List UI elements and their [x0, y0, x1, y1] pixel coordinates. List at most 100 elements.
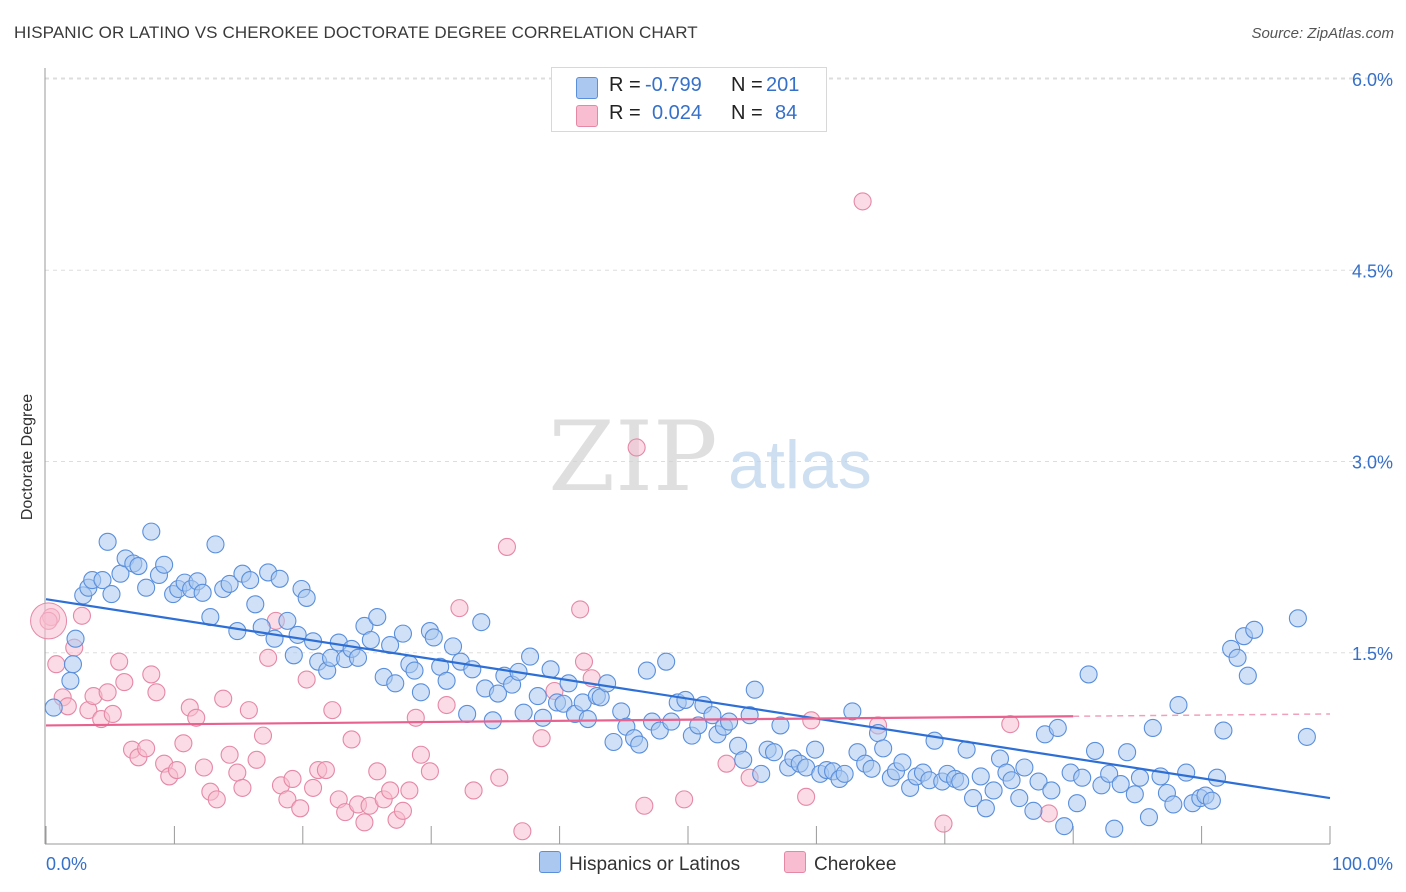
hispanic-point [1100, 764, 1119, 783]
cherokee-point [239, 701, 258, 720]
cherokee-point [411, 745, 430, 764]
cherokee-point [342, 730, 361, 749]
hispanic-point [1111, 775, 1130, 794]
r-value: 0.024 [652, 102, 703, 124]
hispanic-point [1202, 791, 1221, 810]
cherokee-point [490, 768, 509, 787]
hispanic-point [1029, 772, 1048, 791]
cherokee-point [110, 652, 129, 671]
hispanic-point [61, 671, 80, 690]
cherokee-point [247, 750, 266, 769]
hispanic-point [63, 655, 83, 674]
cherokee-point [368, 762, 387, 781]
cherokee-point [797, 787, 816, 806]
hispanic-point [976, 799, 995, 818]
hispanic-point [1073, 768, 1092, 787]
hispanic-trend-line [45, 598, 1331, 800]
hispanic-point [1079, 665, 1098, 684]
hispanic-point [193, 583, 212, 602]
cherokee-point [194, 758, 213, 777]
cherokee-point [450, 599, 469, 618]
cherokee-point [278, 790, 297, 809]
cherokee-point [316, 760, 335, 780]
hispanic-point [984, 781, 1003, 800]
cherokee-point [497, 537, 517, 556]
cherokee-point [47, 655, 66, 674]
cherokee-point [297, 670, 316, 689]
r-value: -0.799 [645, 74, 702, 96]
hispanic-point [734, 750, 753, 769]
hispanic-point [630, 735, 649, 754]
hispanic-point [1177, 763, 1196, 782]
cherokee-point [1039, 804, 1058, 823]
cherokee-point [103, 704, 122, 724]
hispanic-point [424, 628, 443, 647]
hispanic-point [137, 578, 156, 597]
hispanic-point [102, 585, 121, 604]
hispanic-point [1024, 801, 1043, 820]
hispanic-point [270, 569, 289, 588]
cherokee-point [400, 781, 419, 800]
hispanic-point [1010, 789, 1029, 808]
hispanic-point [1214, 721, 1233, 740]
hispanic-point [689, 716, 708, 735]
y-tick-label: 3.0% [1352, 453, 1393, 473]
hispanic-point [241, 571, 260, 590]
hispanic-point [458, 704, 477, 724]
n-label: N = [731, 74, 763, 96]
cherokee-point [220, 745, 239, 764]
cherokee-point [174, 734, 193, 753]
hispanic-point [1238, 666, 1257, 685]
hispanic-point [220, 574, 239, 593]
cherokee-trend-line [45, 715, 1074, 727]
hispanic-point [662, 712, 681, 731]
cherokee-point-large [30, 602, 68, 640]
hispanic-point [288, 625, 307, 644]
hispanic-point [98, 532, 117, 551]
legend-cherokee-label: Cherokee [814, 854, 897, 875]
hispanic-point [66, 629, 85, 648]
hispanic-point [1228, 648, 1247, 667]
hispanic-point [246, 595, 265, 614]
hispanic-point [835, 764, 854, 783]
hispanic-point [206, 535, 225, 554]
hispanic-point [348, 648, 368, 667]
hispanic-point [951, 772, 970, 791]
cherokee-point [259, 648, 278, 667]
cherokee-point [464, 781, 483, 800]
hispanic-point [393, 624, 413, 643]
hispanic-point [1002, 771, 1021, 790]
cherokee-point [571, 600, 590, 619]
cherokee-point [233, 778, 252, 797]
r-label: R = [609, 74, 641, 96]
hispanic-point [386, 674, 405, 693]
cherokee-point [323, 701, 342, 720]
hispanic-point [745, 680, 764, 699]
hispanic-point [637, 661, 656, 680]
hispanic-point [1048, 718, 1067, 738]
cherokee-point [532, 729, 551, 748]
cherokee-point [513, 822, 532, 841]
cherokee-point [142, 665, 161, 684]
cherokee-point [304, 778, 323, 797]
y-tick-label: 1.5% [1352, 644, 1393, 664]
hispanic-point [1207, 768, 1227, 787]
hispanic-point [1169, 695, 1188, 715]
x-tick-label: 100.0% [1332, 854, 1393, 874]
hispanic-point [278, 611, 297, 630]
hispanic-point [1042, 781, 1061, 800]
watermark-zip: ZIP [548, 401, 717, 513]
cherokee-point [355, 813, 374, 832]
hispanic-point [771, 716, 790, 735]
cherokee-point [228, 763, 247, 782]
hispanic-point [1105, 819, 1124, 838]
cherokee-point [98, 683, 117, 702]
watermark: ZIP atlas [548, 401, 871, 513]
cherokee-point [393, 801, 413, 820]
r-label: R = [609, 102, 641, 124]
watermark-atlas: atlas [728, 427, 872, 503]
hispanic-point [874, 739, 893, 758]
hispanic-point [1130, 768, 1150, 787]
hispanic-point [405, 661, 424, 680]
hispanic-point [862, 759, 881, 778]
